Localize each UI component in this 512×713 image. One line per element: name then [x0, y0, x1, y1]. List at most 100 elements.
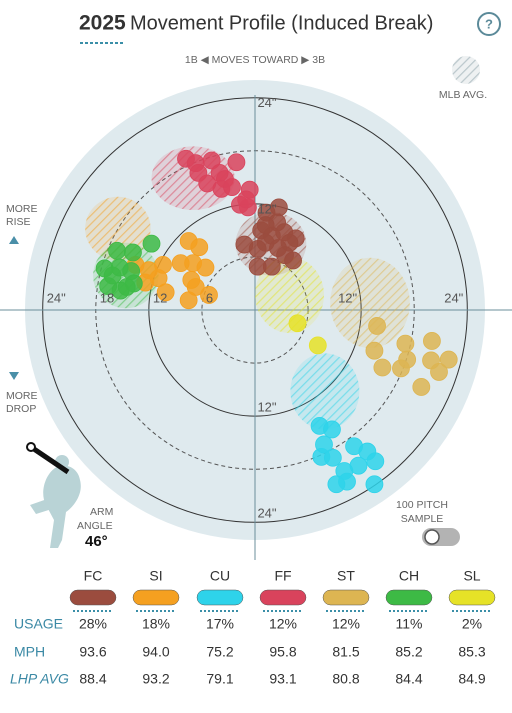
x-tick-label: 18 [100, 290, 114, 305]
arm-angle-label: ARM [90, 506, 113, 518]
pitch [186, 278, 205, 296]
x-tick-label: 24" [47, 290, 66, 305]
pitch [365, 475, 384, 494]
pitch [323, 420, 341, 439]
mph: 93.6 [79, 644, 106, 660]
usage: 28% [79, 616, 107, 632]
row-label: LHP AVG [10, 671, 69, 687]
pitch-name: FC [84, 568, 103, 584]
y-tick-label: 12" [257, 400, 276, 415]
title-year: 2025 [79, 12, 126, 35]
plot: 24" 18 12 6 12" 24" 24" 12" 12" 24" [0, 80, 512, 560]
y-tick-label: 24" [257, 95, 276, 110]
mlb-average [330, 257, 410, 349]
legend-swatch [452, 56, 480, 84]
pitch [439, 350, 458, 369]
pitch [142, 234, 161, 253]
usage: 17% [206, 616, 234, 632]
pitch-name: ST [337, 568, 355, 584]
arm-angle-line [29, 444, 70, 475]
y-tick-label: 24" [257, 506, 276, 521]
pitcher-figure [30, 455, 81, 548]
x-tick-label: 6 [206, 290, 213, 305]
pitch [392, 359, 410, 378]
pitch [108, 241, 126, 260]
usage: 2% [462, 616, 482, 632]
pitch [117, 278, 136, 296]
pitch [149, 269, 168, 288]
row-label: MPH [14, 644, 45, 660]
pitch [327, 475, 346, 494]
pitch-swatch [69, 589, 117, 606]
pitch [284, 251, 302, 270]
pitch [365, 341, 384, 360]
usage: 12% [269, 616, 297, 632]
lhp-avg: 79.1 [206, 671, 233, 687]
mph: 75.2 [206, 644, 233, 660]
pitch-name: CH [399, 568, 419, 584]
pitch-swatch [196, 589, 244, 606]
pitch-swatch [259, 589, 307, 606]
lhp-avg: 93.1 [269, 671, 296, 687]
mlb-average [290, 353, 360, 430]
mph: 85.3 [458, 644, 485, 660]
pitch [288, 314, 307, 333]
x-tick-label: 24" [444, 290, 463, 305]
pitch [368, 317, 386, 335]
rise-label: RISE [6, 216, 31, 228]
pitch-swatch [448, 589, 496, 606]
mlb-average [255, 256, 324, 333]
pitch [430, 363, 448, 381]
lhp-avg: 88.4 [79, 671, 106, 687]
pitch [190, 238, 209, 257]
pitch-name: SI [149, 568, 162, 584]
pitch [196, 258, 215, 277]
usage: 18% [142, 616, 170, 632]
lhp-avg: 80.8 [332, 671, 359, 687]
pitch [103, 266, 122, 285]
pitch-name: FF [274, 568, 291, 584]
pitch [235, 235, 254, 254]
usage: 12% [332, 616, 360, 632]
rise-label: MORE [6, 203, 38, 215]
row-label: USAGE [14, 616, 63, 632]
lhp-avg: 84.4 [395, 671, 422, 687]
pitch [373, 358, 392, 377]
drop-label: DROP [6, 403, 36, 415]
help-icon[interactable]: ? [485, 16, 493, 31]
x-tick-label: 12" [338, 290, 357, 305]
pitch [308, 336, 327, 355]
pitch [366, 452, 385, 471]
pitch-swatch [322, 589, 370, 606]
pitch-swatch [385, 589, 433, 606]
legend-label: MLB AVG. [439, 89, 487, 101]
rise-arrow [9, 236, 19, 244]
arm-angle-value: 46° [85, 533, 108, 550]
pitch [237, 190, 256, 209]
sample-label: SAMPLE [401, 513, 444, 525]
drop-arrow [9, 372, 19, 380]
mph: 94.0 [142, 644, 169, 660]
mph: 85.2 [395, 644, 422, 660]
help-button[interactable] [477, 12, 501, 36]
drop-label: MORE [6, 390, 38, 402]
pitch [227, 153, 246, 172]
pitch [256, 216, 275, 234]
pitch [412, 378, 431, 396]
pitch [323, 448, 342, 467]
y-tick-label: 12" [257, 201, 276, 216]
pitch [200, 286, 218, 304]
pitch [156, 283, 175, 302]
pitch [248, 257, 267, 276]
pitch [124, 243, 142, 262]
pitch-name: CU [210, 568, 230, 584]
lhp-avg: 93.2 [142, 671, 169, 687]
mph: 81.5 [332, 644, 359, 660]
sample-toggle-knob[interactable] [424, 529, 440, 545]
pitch [223, 178, 241, 196]
mph: 95.8 [269, 644, 296, 660]
x-axis-label: 1B ◀ MOVES TOWARD ▶ 3B [185, 54, 325, 66]
title: Movement Profile (Induced Break) [130, 12, 433, 34]
sample-label: 100 PITCH [396, 499, 448, 511]
